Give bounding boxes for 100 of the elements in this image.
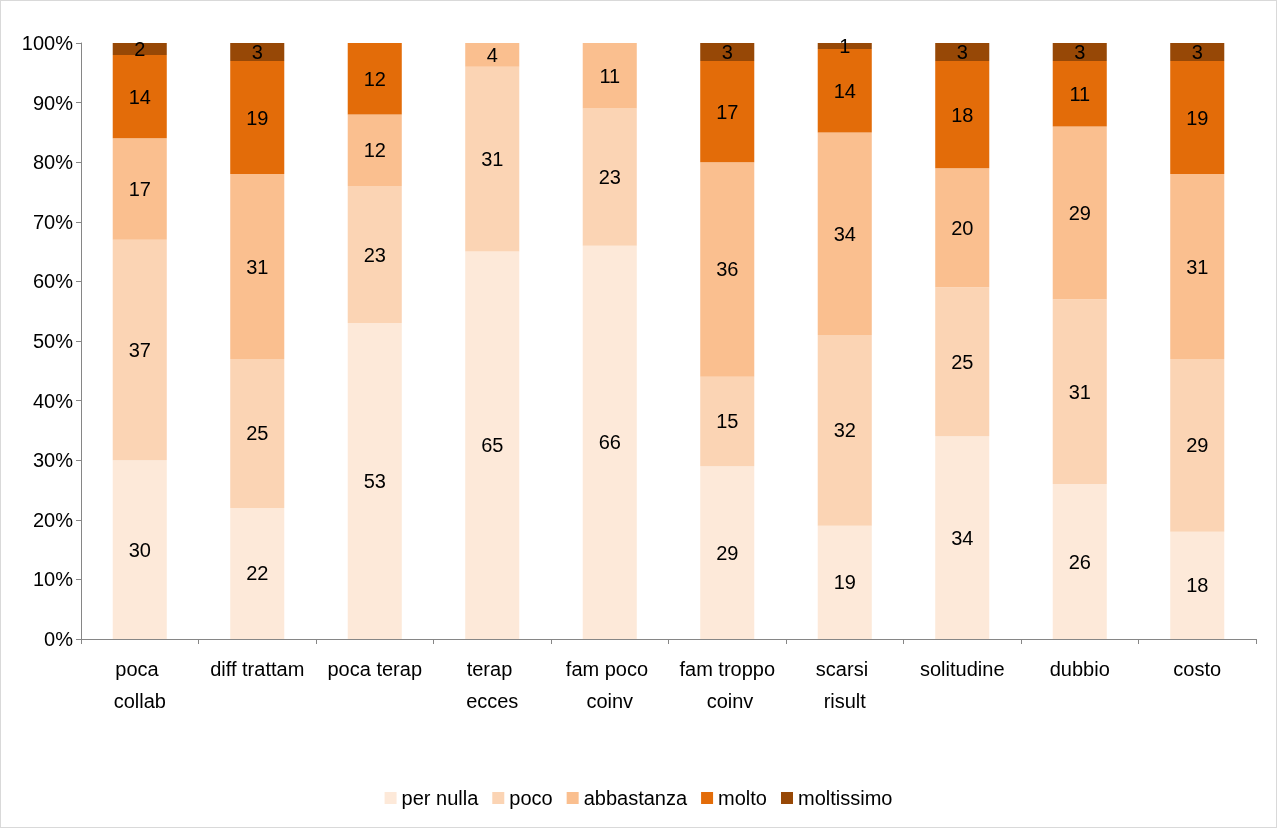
data-label: 17 xyxy=(716,100,739,123)
data-label: 19 xyxy=(833,571,856,594)
data-label: 4 xyxy=(486,43,498,66)
x-tick-label: scarsi risult xyxy=(815,658,874,712)
data-label: 19 xyxy=(246,106,269,129)
bar xyxy=(347,186,402,324)
data-label: 14 xyxy=(128,85,151,108)
data-label: 3 xyxy=(1191,40,1203,63)
bar xyxy=(582,245,637,639)
x-tick-label: costo xyxy=(1173,658,1222,680)
bar xyxy=(465,43,520,67)
data-label: 36 xyxy=(716,258,739,281)
y-tick-label: 90% xyxy=(32,91,74,114)
bar xyxy=(700,43,755,61)
bar xyxy=(935,168,990,288)
x-tick-label: terap ecces xyxy=(466,658,519,712)
legend-label: moltissimo xyxy=(797,787,893,809)
bar xyxy=(1170,174,1225,359)
bar xyxy=(935,60,990,169)
data-label: 29 xyxy=(1068,201,1091,224)
bar xyxy=(347,323,402,639)
bar xyxy=(112,239,167,461)
bar xyxy=(1052,126,1107,300)
bar xyxy=(1052,60,1107,127)
data-label: 26 xyxy=(1068,550,1091,573)
y-tick-label: 10% xyxy=(32,568,74,591)
data-label: 14 xyxy=(833,79,856,102)
data-label: 19 xyxy=(1186,106,1209,129)
data-label: 12 xyxy=(363,139,386,162)
bar xyxy=(935,287,990,437)
data-label: 29 xyxy=(716,541,739,564)
bar xyxy=(1170,60,1225,175)
bar xyxy=(230,358,285,508)
bar xyxy=(230,507,285,639)
y-tick-label: 20% xyxy=(32,508,74,531)
bar xyxy=(1170,43,1225,61)
data-label: 15 xyxy=(716,410,739,433)
x-tick-label: poca collab xyxy=(113,658,166,712)
bar xyxy=(1052,43,1107,61)
data-label: 31 xyxy=(481,148,504,171)
data-label: 11 xyxy=(1069,82,1091,105)
data-label: 66 xyxy=(598,431,621,454)
data-label: 20 xyxy=(951,216,974,239)
data-label: 18 xyxy=(951,103,974,126)
bar xyxy=(112,460,167,639)
y-tick-label: 30% xyxy=(32,449,74,472)
data-label: 18 xyxy=(1186,574,1209,597)
data-label: 22 xyxy=(246,562,269,585)
bar xyxy=(700,60,755,163)
y-tick-label: 60% xyxy=(32,270,74,293)
bar xyxy=(700,466,755,639)
data-label: 23 xyxy=(363,243,386,266)
bar xyxy=(935,436,990,639)
y-tick-label: 100% xyxy=(21,32,74,54)
data-label: 29 xyxy=(1186,434,1209,457)
data-label: 12 xyxy=(363,67,386,90)
data-label: 32 xyxy=(833,419,856,442)
data-label: 3 xyxy=(1074,40,1086,63)
y-tick-label: 50% xyxy=(32,330,74,352)
data-label: 37 xyxy=(128,338,151,361)
bar xyxy=(347,43,402,115)
data-label: 30 xyxy=(128,538,151,561)
legend-label: abbastanza xyxy=(583,787,688,809)
y-tick-label: 70% xyxy=(32,210,74,233)
bar xyxy=(700,376,755,467)
bar xyxy=(1052,299,1107,485)
data-label: 25 xyxy=(951,350,974,373)
legend-label: per nulla xyxy=(401,787,480,809)
data-label: 3 xyxy=(956,40,968,63)
data-label: 25 xyxy=(246,422,269,445)
bar xyxy=(817,132,872,336)
x-tick-label: dubbio xyxy=(1049,658,1110,680)
bar xyxy=(582,43,637,109)
x-tick-label: solitudine xyxy=(919,658,1005,680)
x-tick-label: fam troppo coinv xyxy=(679,658,776,712)
data-label: 31 xyxy=(246,255,269,278)
bar xyxy=(230,60,285,175)
data-label: 65 xyxy=(481,434,504,457)
y-tick-label: 0% xyxy=(44,628,74,650)
x-tick-label: fam poco coinv xyxy=(565,658,654,712)
bar xyxy=(935,43,990,61)
data-label: 17 xyxy=(128,178,151,201)
bar xyxy=(1170,358,1225,532)
data-label: 31 xyxy=(1068,380,1091,403)
data-label: 34 xyxy=(833,222,856,245)
data-label: 3 xyxy=(721,40,733,63)
bar xyxy=(817,335,872,526)
bar xyxy=(230,174,285,359)
legend-label: poco xyxy=(509,787,553,809)
bar xyxy=(582,108,637,246)
bar xyxy=(1052,484,1107,639)
data-label: 11 xyxy=(599,64,621,87)
x-tick-label: diff trattam xyxy=(210,658,305,680)
data-label: 34 xyxy=(951,526,974,549)
y-tick-label: 80% xyxy=(32,151,74,174)
bar xyxy=(112,54,167,139)
bar xyxy=(465,251,520,639)
bar xyxy=(347,114,402,187)
bar xyxy=(700,162,755,377)
data-label: 31 xyxy=(1186,255,1209,278)
